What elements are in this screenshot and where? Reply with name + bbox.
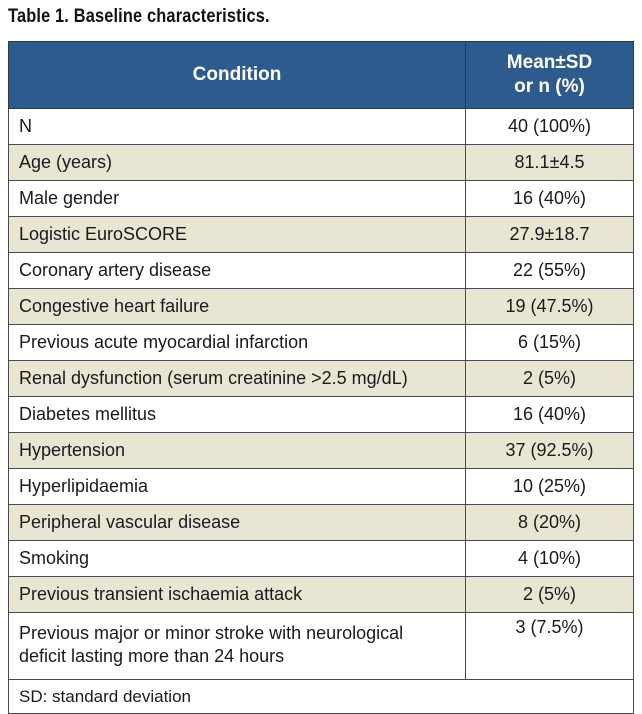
row-value: 16 (40%): [465, 396, 634, 433]
row-value: 22 (55%): [465, 252, 634, 289]
table-row: Hypertension 37 (92.5%): [8, 432, 634, 469]
row-value: 6 (15%): [465, 324, 634, 361]
table-row: Male gender 16 (40%): [8, 180, 634, 217]
row-condition: Hyperlipidaemia: [8, 468, 466, 505]
table-row: Logistic EuroSCORE 27.9±18.7: [8, 216, 634, 253]
table-header-row: Condition Mean±SD or n (%): [8, 41, 634, 109]
header-condition: Condition: [8, 41, 466, 109]
row-value: 27.9±18.7: [465, 216, 634, 253]
row-condition: Coronary artery disease: [8, 252, 466, 289]
table-footnote: SD: standard deviation: [8, 679, 634, 714]
row-value: 2 (5%): [465, 360, 634, 397]
table-footnote-row: SD: standard deviation: [8, 679, 634, 714]
row-condition: N: [8, 108, 466, 145]
row-value: 3 (7.5%): [465, 612, 634, 680]
row-condition: Renal dysfunction (serum creatinine >2.5…: [8, 360, 466, 397]
row-condition: Peripheral vascular disease: [8, 504, 466, 541]
row-value: 37 (92.5%): [465, 432, 634, 469]
row-value: 2 (5%): [465, 576, 634, 613]
row-value: 10 (25%): [465, 468, 634, 505]
row-condition: Smoking: [8, 540, 466, 577]
row-condition: Hypertension: [8, 432, 466, 469]
table-row: Diabetes mellitus 16 (40%): [8, 396, 634, 433]
row-condition: Age (years): [8, 144, 466, 181]
row-condition: Previous transient ischaemia attack: [8, 576, 466, 613]
row-value: 4 (10%): [465, 540, 634, 577]
table-row: Peripheral vascular disease 8 (20%): [8, 504, 634, 541]
row-value: 81.1±4.5: [465, 144, 634, 181]
row-condition: Previous acute myocardial infarction: [8, 324, 466, 361]
row-value: 19 (47.5%): [465, 288, 634, 325]
table-row: Previous transient ischaemia attack 2 (5…: [8, 576, 634, 613]
row-value: 8 (20%): [465, 504, 634, 541]
table-row: Previous acute myocardial infarction 6 (…: [8, 324, 634, 361]
table-row: Hyperlipidaemia 10 (25%): [8, 468, 634, 505]
table-row: Coronary artery disease 22 (55%): [8, 252, 634, 289]
header-statistic-line2: or n (%): [514, 76, 585, 97]
baseline-characteristics-table: Condition Mean±SD or n (%) N 40 (100%) A…: [8, 41, 634, 714]
row-condition: Congestive heart failure: [8, 288, 466, 325]
row-condition: Male gender: [8, 180, 466, 217]
table-row: Smoking 4 (10%): [8, 540, 634, 577]
row-condition-line1: Previous major or minor stroke with neur…: [19, 623, 404, 643]
header-statistic: Mean±SD or n (%): [465, 41, 634, 109]
row-condition-line2: deficit lasting more than 24 hours: [19, 646, 285, 666]
table-row: Age (years) 81.1±4.5: [8, 144, 634, 181]
table-row: Congestive heart failure 19 (47.5%): [8, 288, 634, 325]
table-caption: Table 1. Baseline characteristics.: [8, 6, 270, 27]
row-condition: Diabetes mellitus: [8, 396, 466, 433]
table-row: N 40 (100%): [8, 108, 634, 145]
row-condition: Logistic EuroSCORE: [8, 216, 466, 253]
row-value: 16 (40%): [465, 180, 634, 217]
table-row: Previous major or minor stroke with neur…: [8, 612, 634, 680]
table-row: Renal dysfunction (serum creatinine >2.5…: [8, 360, 634, 397]
row-condition: Previous major or minor stroke with neur…: [8, 612, 466, 680]
row-value: 40 (100%): [465, 108, 634, 145]
header-statistic-line1: Mean±SD: [506, 52, 593, 73]
